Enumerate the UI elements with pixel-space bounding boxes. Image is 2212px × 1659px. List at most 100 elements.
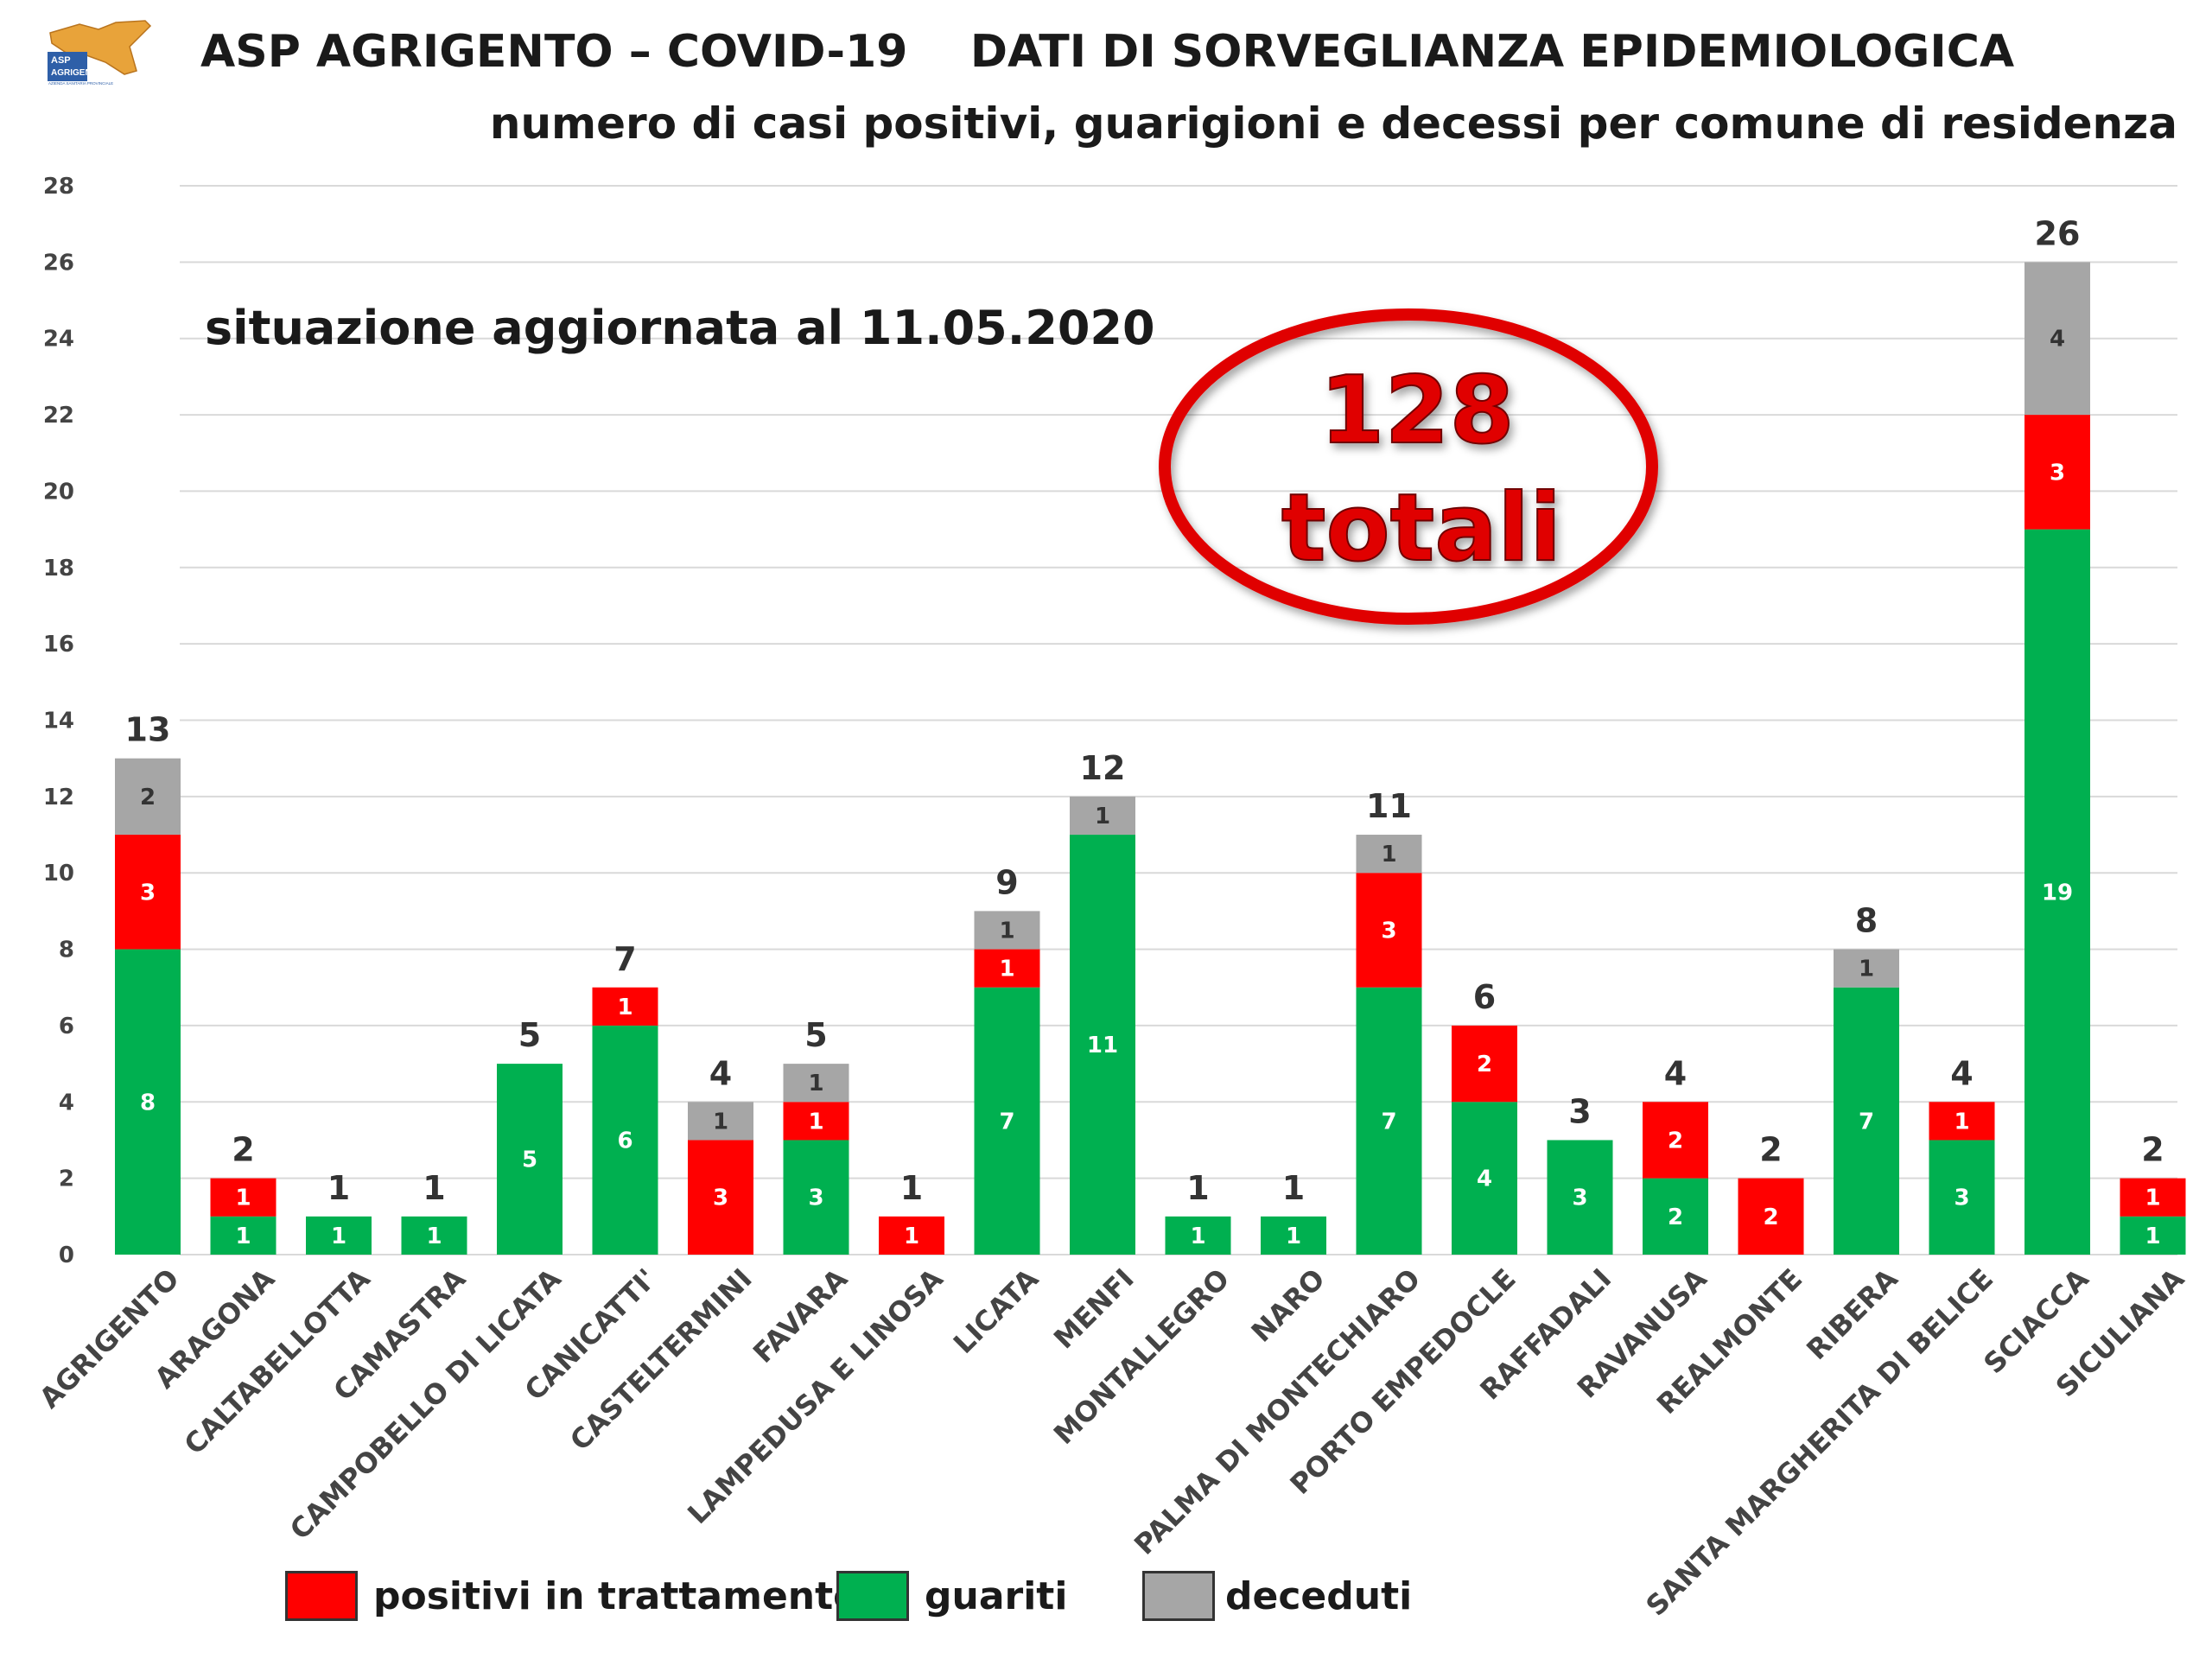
bar-segment-deceduti [783, 1064, 849, 1103]
legend-label-positivi: positivi in trattamento [373, 1573, 860, 1618]
page-subtitle: numero di casi positivi, guarigioni e de… [489, 99, 2177, 149]
x-tick-label: NARO [1245, 1262, 1332, 1349]
data-label-positivi: 1 [2145, 1185, 2160, 1211]
data-label-deceduti: 1 [1859, 957, 1874, 982]
data-label-guariti: 3 [808, 1185, 823, 1211]
bar-segment-guariti [2024, 529, 2090, 1255]
data-label-guariti: 8 [140, 1090, 156, 1116]
x-tick-label: MONTALLEGRO [1047, 1262, 1236, 1451]
data-label-deceduti: 1 [999, 918, 1014, 944]
legend-label-deceduti: deceduti [1225, 1573, 1413, 1618]
total-value: 128 [1319, 357, 1514, 465]
legend-swatch-positivi [285, 1571, 358, 1621]
data-label-guariti: 1 [2145, 1224, 2160, 1249]
data-label-positivi: 3 [713, 1185, 728, 1211]
bar-segment-positivi [1356, 873, 1422, 988]
total-label: 3 [1568, 1092, 1591, 1130]
data-label-guariti: 11 [1087, 1033, 1118, 1058]
data-label-guariti: 3 [1954, 1185, 1969, 1211]
svg-text:ASP: ASP [51, 55, 71, 66]
y-tick-label: 28 [43, 174, 74, 200]
data-label-positivi: 3 [1381, 918, 1396, 944]
bar-segment-positivi [115, 835, 181, 950]
bar-segment-guariti [2120, 1216, 2186, 1255]
bar-segment-deceduti [115, 758, 181, 836]
y-tick-label: 10 [43, 861, 74, 887]
total-highlight-ellipse [1159, 308, 1658, 625]
total-label: 26 [2035, 214, 2081, 252]
x-tick-label: SANTA MARGHERITA DI BELICE [1639, 1262, 1999, 1623]
data-label-guariti: 7 [1381, 1109, 1396, 1135]
total-label: 9 [995, 863, 1018, 901]
bar-segment-guariti [1070, 835, 1135, 1255]
total-label: 13 [125, 711, 171, 749]
legend-guariti: guariti [836, 1571, 1067, 1621]
bar-segment-deceduti [2024, 262, 2090, 416]
bar-segment-guariti [210, 1216, 276, 1255]
legend-label-guariti: guariti [925, 1573, 1068, 1618]
data-label-guariti: 1 [1190, 1224, 1205, 1249]
total-label: 11 [1366, 787, 1412, 825]
bar-segment-guariti [306, 1216, 372, 1255]
bar-segment-positivi [1643, 1102, 1708, 1179]
y-tick-label: 22 [43, 403, 74, 429]
page-title: ASP AGRIGENTO – COVID-19 DATI DI SORVEGL… [200, 26, 2015, 78]
bar-segment-positivi [1929, 1102, 1995, 1141]
bar-segment-guariti [1834, 987, 1899, 1255]
total-label: 12 [1080, 749, 1126, 787]
data-label-deceduti: 1 [1381, 842, 1396, 868]
data-label-guariti: 1 [1286, 1224, 1301, 1249]
bar-segment-positivi [879, 1216, 944, 1255]
update-note: situazione aggiornata al 11.05.2020 [205, 301, 1155, 355]
legend-deceduti: deceduti [1142, 1571, 1412, 1621]
total-label: 5 [804, 1016, 827, 1054]
y-tick-label: 6 [59, 1014, 74, 1039]
data-label-positivi: 1 [235, 1185, 251, 1211]
data-label-guariti: 3 [1572, 1185, 1587, 1211]
legend-swatch-guariti [836, 1571, 909, 1621]
bar-segment-positivi [592, 987, 658, 1026]
x-tick-label: CASTELTERMINI [563, 1262, 758, 1457]
total-label: 1 [900, 1169, 923, 1207]
y-tick-label: 14 [43, 709, 74, 734]
y-tick-label: 16 [43, 632, 74, 658]
data-label-positivi: 3 [140, 880, 156, 906]
bar-segment-guariti [974, 987, 1040, 1255]
data-label-guariti: 7 [999, 1109, 1014, 1135]
bar-segment-guariti [115, 949, 181, 1255]
data-label-positivi: 1 [617, 995, 632, 1020]
total-label: 7 [613, 940, 636, 978]
data-label-guariti: 1 [235, 1224, 251, 1249]
bars: 8321311211115561731431151171191111211117… [115, 214, 2186, 1255]
y-tick-label: 20 [43, 479, 74, 505]
bar-segment-guariti [1356, 987, 1422, 1255]
total-label: 2 [2141, 1131, 2164, 1169]
bar-segment-guariti [1452, 1102, 1517, 1255]
y-tick-label: 8 [59, 938, 74, 963]
data-label-deceduti: 1 [1095, 804, 1110, 830]
bar-segment-guariti [783, 1140, 849, 1255]
total-label: 2 [1759, 1131, 1782, 1169]
x-tick-label: CALTABELLOTTA [178, 1262, 377, 1461]
data-label-guariti: 1 [426, 1224, 442, 1249]
data-label-positivi: 1 [808, 1109, 823, 1135]
y-tick-label: 4 [59, 1090, 74, 1116]
bar-segment-positivi [2024, 415, 2090, 530]
total-label: 5 [518, 1016, 541, 1054]
data-label-guariti: 4 [1477, 1166, 1492, 1192]
bar-segment-deceduti [688, 1102, 753, 1141]
data-label-guariti: 19 [2042, 880, 2073, 906]
x-tick-label: LICATA [947, 1262, 1045, 1360]
total-label: 2 [232, 1131, 254, 1169]
data-label-positivi: 3 [2050, 460, 2065, 486]
x-tick-label: MENFI [1047, 1262, 1141, 1356]
data-label-positivi: 2 [1668, 1128, 1683, 1154]
data-label-guariti: 1 [331, 1224, 346, 1249]
bar-segment-deceduti [974, 911, 1040, 950]
bar-segment-deceduti [1834, 949, 1899, 988]
data-label-guariti: 2 [1668, 1205, 1683, 1230]
total-label: 1 [327, 1169, 350, 1207]
